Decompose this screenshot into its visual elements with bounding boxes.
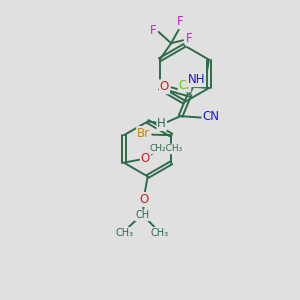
- Text: F: F: [186, 32, 193, 45]
- Text: Cl: Cl: [178, 79, 190, 92]
- Text: Br: Br: [137, 127, 150, 140]
- Text: F: F: [177, 15, 183, 28]
- Text: O: O: [160, 80, 169, 93]
- Text: CN: CN: [202, 110, 220, 123]
- Text: NH: NH: [188, 73, 205, 86]
- Text: CH₃: CH₃: [151, 228, 169, 238]
- Text: O: O: [141, 152, 150, 165]
- Text: CH₂CH₃: CH₂CH₃: [150, 145, 183, 154]
- Text: F: F: [150, 24, 157, 37]
- Text: H: H: [158, 117, 166, 130]
- Text: CH: CH: [135, 210, 149, 220]
- Text: CH₃: CH₃: [115, 228, 134, 238]
- Text: O: O: [140, 193, 149, 206]
